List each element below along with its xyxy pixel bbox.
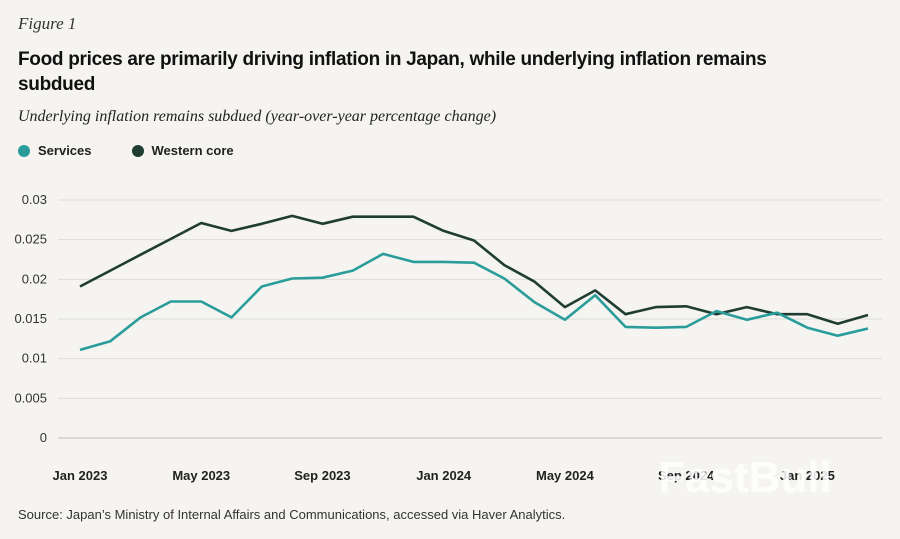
x-tick-label: May 2023 <box>172 468 230 483</box>
x-tick-label: Jan 2024 <box>416 468 472 483</box>
legend: Services Western core <box>18 143 234 158</box>
x-tick-label: Sep 2023 <box>294 468 350 483</box>
y-tick-label: 0 <box>40 430 47 445</box>
x-tick-label: Jan 2025 <box>780 468 835 483</box>
gridlines <box>58 199 882 439</box>
watermark: FastBull <box>658 453 832 502</box>
legend-swatch-services <box>18 144 30 157</box>
y-tick-label: 0.005 <box>14 390 47 405</box>
series-line-western-core <box>79 214 869 326</box>
x-axis-ticks: Jan 2023 May 2023 Sep 2023 Jan 2024 May 2024… <box>53 468 835 483</box>
y-tick-label: 0.02 <box>22 271 47 286</box>
legend-label-services: Services <box>38 143 92 158</box>
series-lines <box>79 214 869 352</box>
y-tick-label: 0.03 <box>22 192 47 207</box>
series-line-services <box>79 252 869 352</box>
chart-subtitle: Underlying inflation remains subdued (ye… <box>18 108 497 125</box>
x-tick-label: Sep 2024 <box>658 468 715 483</box>
y-tick-label: 0.015 <box>14 311 47 326</box>
legend-item-western-core: Western core <box>131 143 234 158</box>
figure-label: Figure 1 <box>18 14 77 33</box>
legend-label-western-core: Western core <box>151 143 234 158</box>
x-tick-label: May 2024 <box>536 468 595 483</box>
legend-swatch-western-core <box>131 144 144 157</box>
chart-title: Food prices are primarily driving inflat… <box>18 49 767 95</box>
y-tick-label: 0.01 <box>22 351 47 366</box>
x-tick-label: Jan 2023 <box>53 468 108 483</box>
legend-item-services: Services <box>18 143 92 158</box>
source-note: Source: Japan’s Ministry of Internal Aff… <box>18 507 566 522</box>
y-axis-ticks: 0.03 0.025 0.02 0.015 0.01 0.005 0 <box>14 192 47 445</box>
y-tick-label: 0.025 <box>14 232 47 247</box>
